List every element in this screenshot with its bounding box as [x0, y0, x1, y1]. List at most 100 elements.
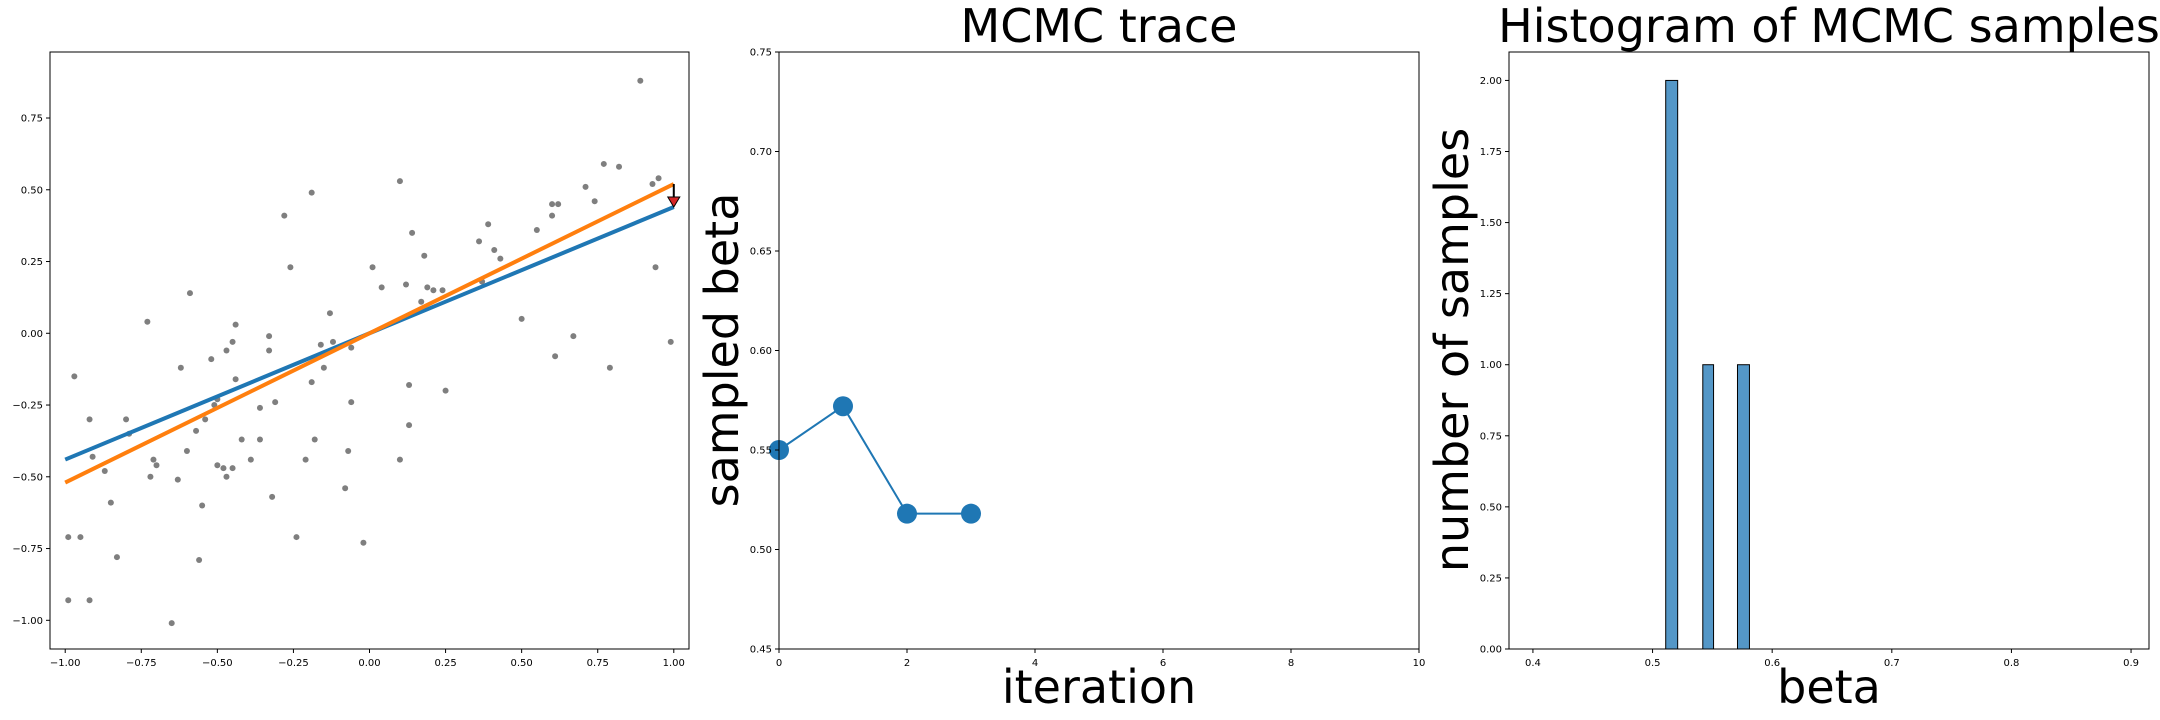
x-tick-label: 1.00 [663, 658, 685, 669]
trace-point [897, 503, 917, 524]
scatter-point [269, 493, 276, 500]
scatter-point [549, 201, 556, 208]
scatter-point [555, 201, 562, 208]
scatter-point [430, 287, 437, 294]
scatter-point [272, 399, 279, 406]
x-tick-label: 0.25 [434, 658, 456, 669]
trace-y-axis-label: sampled beta [695, 193, 749, 508]
scatter-point [418, 298, 425, 305]
x-tick-label: −1.00 [50, 658, 81, 669]
scatter-point [518, 315, 525, 322]
scatter-point [308, 379, 315, 386]
y-tick-label: 0.00 [1480, 645, 1502, 656]
scatter-point [113, 554, 120, 561]
x-tick-label: −0.75 [126, 658, 157, 669]
trace-y-ticks: 0.45 0.50 0.55 0.60 0.65 0.70 0.75 [750, 48, 779, 656]
y-tick-label: 1.00 [1480, 360, 1502, 371]
scatter-point [345, 447, 352, 454]
scatter-point [86, 597, 93, 604]
scatter-point [591, 198, 598, 205]
scatter-point [442, 387, 449, 394]
x-tick-label: 0.75 [587, 658, 609, 669]
scatter-point [196, 557, 203, 564]
scatter-panel: −1.00 −0.75 −0.50 −0.25 0.00 0.25 0.50 0.75 1.00… [12, 51, 690, 669]
y-tick-label: 0.45 [750, 645, 772, 656]
scatter-point [491, 247, 498, 254]
scatter-point [497, 255, 504, 262]
scatter-point [186, 290, 193, 297]
x-tick-label: 0.6 [1764, 658, 1780, 669]
y-tick-label: 0.25 [21, 257, 43, 268]
scatter-point [232, 321, 239, 328]
scatter-point [223, 473, 230, 480]
x-tick-label: 4 [1032, 658, 1038, 669]
y-tick-label: 0.55 [750, 446, 772, 457]
x-tick-label: 0.9 [2123, 658, 2139, 669]
scatter-point [570, 333, 577, 340]
scatter-point [302, 456, 309, 463]
scatter-point [107, 499, 114, 506]
histogram-panel: 0.4 0.5 0.6 0.7 0.8 0.9 0.00 0.25 0.50 0.75 1.00 1… [1425, 0, 2160, 714]
y-tick-label: 1.50 [1480, 218, 1502, 229]
scatter-point [616, 163, 623, 170]
scatter-marks [64, 77, 681, 627]
y-tick-label: −0.25 [12, 401, 43, 412]
x-tick-label: 0.8 [2003, 658, 2019, 669]
scatter-point [329, 338, 336, 345]
scatter-point [65, 534, 72, 541]
scatter-point [476, 238, 483, 245]
scatter-point [348, 344, 355, 351]
x-tick-label: 10 [1413, 658, 1426, 669]
y-tick-label: 0.50 [21, 185, 43, 196]
scatter-point [606, 364, 613, 371]
x-tick-label: 0.5 [1645, 658, 1661, 669]
trace-panel: 0 2 4 6 8 10 0.45 0.50 0.55 0.60 0.65 0.70 0.75 MCM… [695, 0, 1425, 714]
y-tick-label: 0.25 [1480, 573, 1502, 584]
scatter-point [396, 178, 403, 185]
scatter-point [256, 436, 263, 443]
scatter-point [144, 318, 151, 325]
histogram-title: Histogram of MCMC samples [1498, 0, 2160, 53]
scatter-point [485, 221, 492, 228]
scatter-point [214, 462, 221, 469]
y-tick-label: 1.75 [1480, 147, 1502, 158]
histogram-bar [1736, 364, 1750, 650]
scatter-point [256, 404, 263, 411]
x-tick-label: 0.50 [511, 658, 533, 669]
x-tick-label: 0.4 [1525, 658, 1541, 669]
scatter-point [150, 456, 157, 463]
scatter-point [348, 399, 355, 406]
y-tick-label: −1.00 [12, 616, 43, 627]
scatter-point [238, 436, 245, 443]
scatter-point [342, 485, 349, 492]
scatter-y-ticks: −1.00 −0.75 −0.50 −0.25 0.00 0.25 0.50 0.75 [12, 114, 50, 627]
scatter-x-ticks: −1.00 −0.75 −0.50 −0.25 0.00 0.25 0.50 0.75 1.00 [50, 649, 685, 669]
scatter-point [326, 310, 333, 317]
scatter-point [406, 381, 413, 388]
scatter-point [655, 175, 662, 182]
histogram-x-ticks: 0.4 0.5 0.6 0.7 0.8 0.9 [1525, 649, 2139, 669]
scatter-point [86, 416, 93, 423]
y-tick-label: 0.50 [1480, 502, 1502, 513]
scatter-point [409, 229, 416, 236]
scatter-point [360, 539, 367, 546]
histogram-y-ticks: 0.00 0.25 0.50 0.75 1.00 1.25 1.50 1.75 2.00 [1480, 76, 1509, 656]
scatter-point [403, 281, 410, 288]
y-tick-label: 0.70 [750, 147, 772, 158]
scatter-point [424, 284, 431, 291]
y-tick-label: 1.25 [1480, 289, 1502, 300]
scatter-point [549, 212, 556, 219]
scatter-point [600, 160, 607, 167]
histogram-bar [1665, 79, 1679, 650]
trace-marks [769, 396, 981, 524]
x-tick-label: −0.25 [278, 658, 309, 669]
update-arrow-head [666, 196, 681, 208]
y-tick-label: 2.00 [1480, 76, 1502, 87]
scatter-point [582, 183, 589, 190]
scatter-point [153, 462, 160, 469]
y-tick-label: 0.50 [750, 545, 772, 556]
histogram-y-axis-label: number of samples [1425, 128, 1479, 572]
scatter-point [101, 468, 108, 475]
scatter-point [533, 226, 540, 233]
y-tick-label: 0.75 [750, 48, 772, 59]
